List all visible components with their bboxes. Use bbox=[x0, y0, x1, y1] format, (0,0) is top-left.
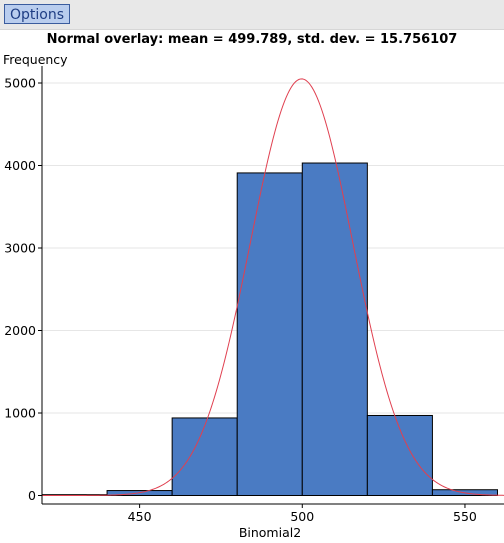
y-tick-label: 2000 bbox=[4, 323, 36, 338]
y-tick-label: 3000 bbox=[4, 241, 36, 256]
x-axis-label: Binomial2 bbox=[239, 525, 301, 540]
histogram-bar bbox=[236, 172, 303, 497]
histogram-bar bbox=[171, 417, 238, 497]
toolbar: Options bbox=[0, 0, 504, 30]
y-tick-label: 5000 bbox=[4, 76, 36, 91]
y-axis-label: Frequency bbox=[3, 52, 68, 67]
x-tick-label: 550 bbox=[453, 509, 477, 524]
y-tick-label: 4000 bbox=[4, 158, 36, 173]
x-tick-label: 450 bbox=[128, 509, 152, 524]
y-tick-label: 1000 bbox=[4, 406, 36, 421]
histogram-bar bbox=[301, 162, 368, 496]
x-ticks: 450 500 550 bbox=[128, 504, 477, 524]
y-ticks: 0 1000 2000 3000 4000 5000 bbox=[4, 76, 42, 503]
x-tick-label: 500 bbox=[290, 509, 314, 524]
histogram-bar bbox=[366, 414, 433, 497]
normal-overlay-curve bbox=[42, 78, 504, 496]
options-button[interactable]: Options bbox=[4, 4, 71, 24]
y-tick-label: 0 bbox=[28, 488, 36, 503]
bars bbox=[41, 162, 498, 497]
chart-title: Normal overlay: mean = 499.789, std. dev… bbox=[47, 32, 458, 47]
